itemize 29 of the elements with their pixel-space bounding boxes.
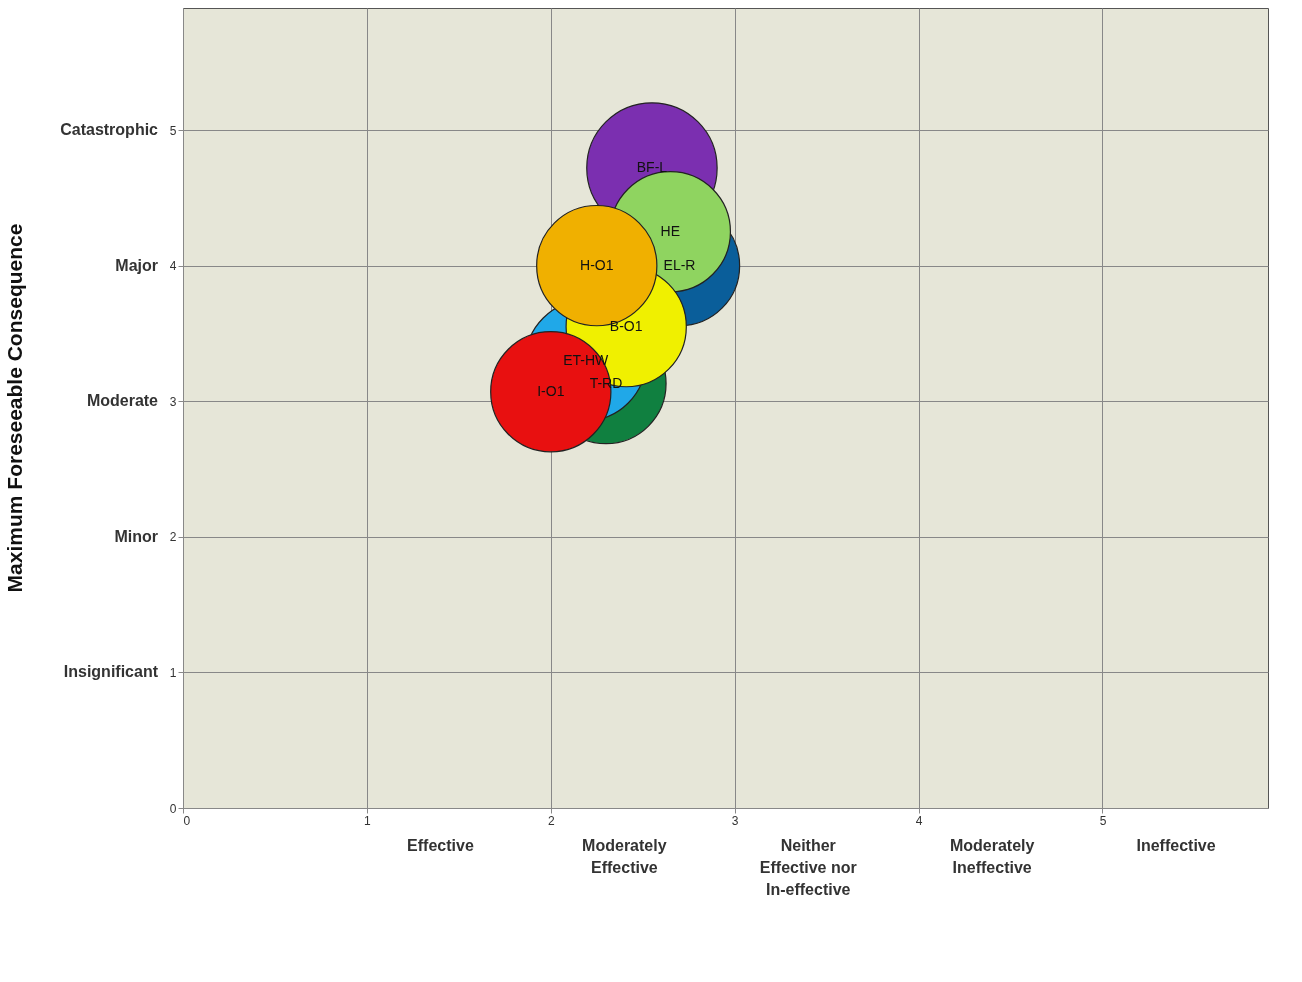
text: Moderately Ineffective xyxy=(949,837,1035,876)
y-tick-label: 0 xyxy=(169,801,177,816)
x-tick-label: 2 xyxy=(547,813,555,828)
series-label: BF-L xyxy=(636,159,668,175)
x-tick-label: 3 xyxy=(731,813,739,828)
y-tick-label: 2 xyxy=(169,530,177,545)
y-tick-label: 5 xyxy=(169,123,177,138)
y-tick-label: 3 xyxy=(169,394,177,409)
text: Moderate xyxy=(86,392,159,410)
x-tick-label: 0 xyxy=(183,813,191,828)
text: Effective xyxy=(407,837,474,854)
y-tick-label: 4 xyxy=(169,259,177,274)
text: Insignificant xyxy=(63,663,159,681)
text: Maximum Foreseeable Consequence xyxy=(3,223,26,593)
text: Minor xyxy=(114,527,158,545)
series-label: HE xyxy=(660,222,681,239)
x-tick-label: 4 xyxy=(915,813,923,828)
text: Neither Effective nor In-effective xyxy=(759,837,857,898)
series-label: EL-R xyxy=(663,256,696,273)
series-label: H-O1 xyxy=(580,256,614,273)
x-tick-label: 1 xyxy=(364,813,372,828)
series-label: I-O1 xyxy=(537,382,565,399)
x-tick-label: 5 xyxy=(1099,813,1107,828)
text: Moderately Effective xyxy=(582,837,667,876)
text: Catastrophic xyxy=(60,121,159,139)
series-label: B-O1 xyxy=(609,317,643,334)
text: Ineffective xyxy=(1136,837,1216,854)
text: Major xyxy=(115,256,158,274)
y-tick-label: 1 xyxy=(169,665,177,680)
